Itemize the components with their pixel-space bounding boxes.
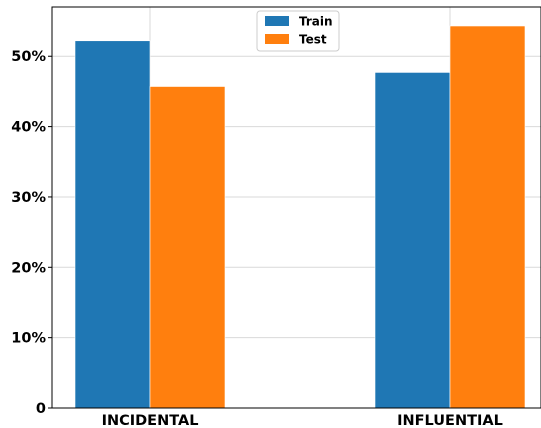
bar-train-influential <box>374 72 451 409</box>
x-category-label: INFLUENTIAL <box>397 413 503 428</box>
y-tick-label: 30% <box>11 190 46 206</box>
bar-train-incidental <box>74 40 151 409</box>
bar-test-incidental <box>149 86 226 409</box>
legend-swatch-train <box>265 16 289 26</box>
y-tick-label: 0 <box>36 401 46 417</box>
y-tick-label: 20% <box>11 260 46 276</box>
y-tick-label: 10% <box>11 331 46 347</box>
y-tick-label: 40% <box>11 120 46 136</box>
y-tick-label: 50% <box>11 49 46 65</box>
x-axis: INCIDENTAL INFLUENTIAL <box>102 413 503 428</box>
legend: Train Test <box>256 10 340 52</box>
legend-label-train: Train <box>299 15 333 29</box>
legend-label-test: Test <box>299 33 327 47</box>
bar-test-influential <box>449 25 526 409</box>
plot-frame <box>51 6 541 409</box>
legend-swatch-test <box>265 34 289 44</box>
x-category-label: INCIDENTAL <box>102 413 199 428</box>
y-axis: 0 10% 20% 30% 40% 50% <box>11 49 52 417</box>
